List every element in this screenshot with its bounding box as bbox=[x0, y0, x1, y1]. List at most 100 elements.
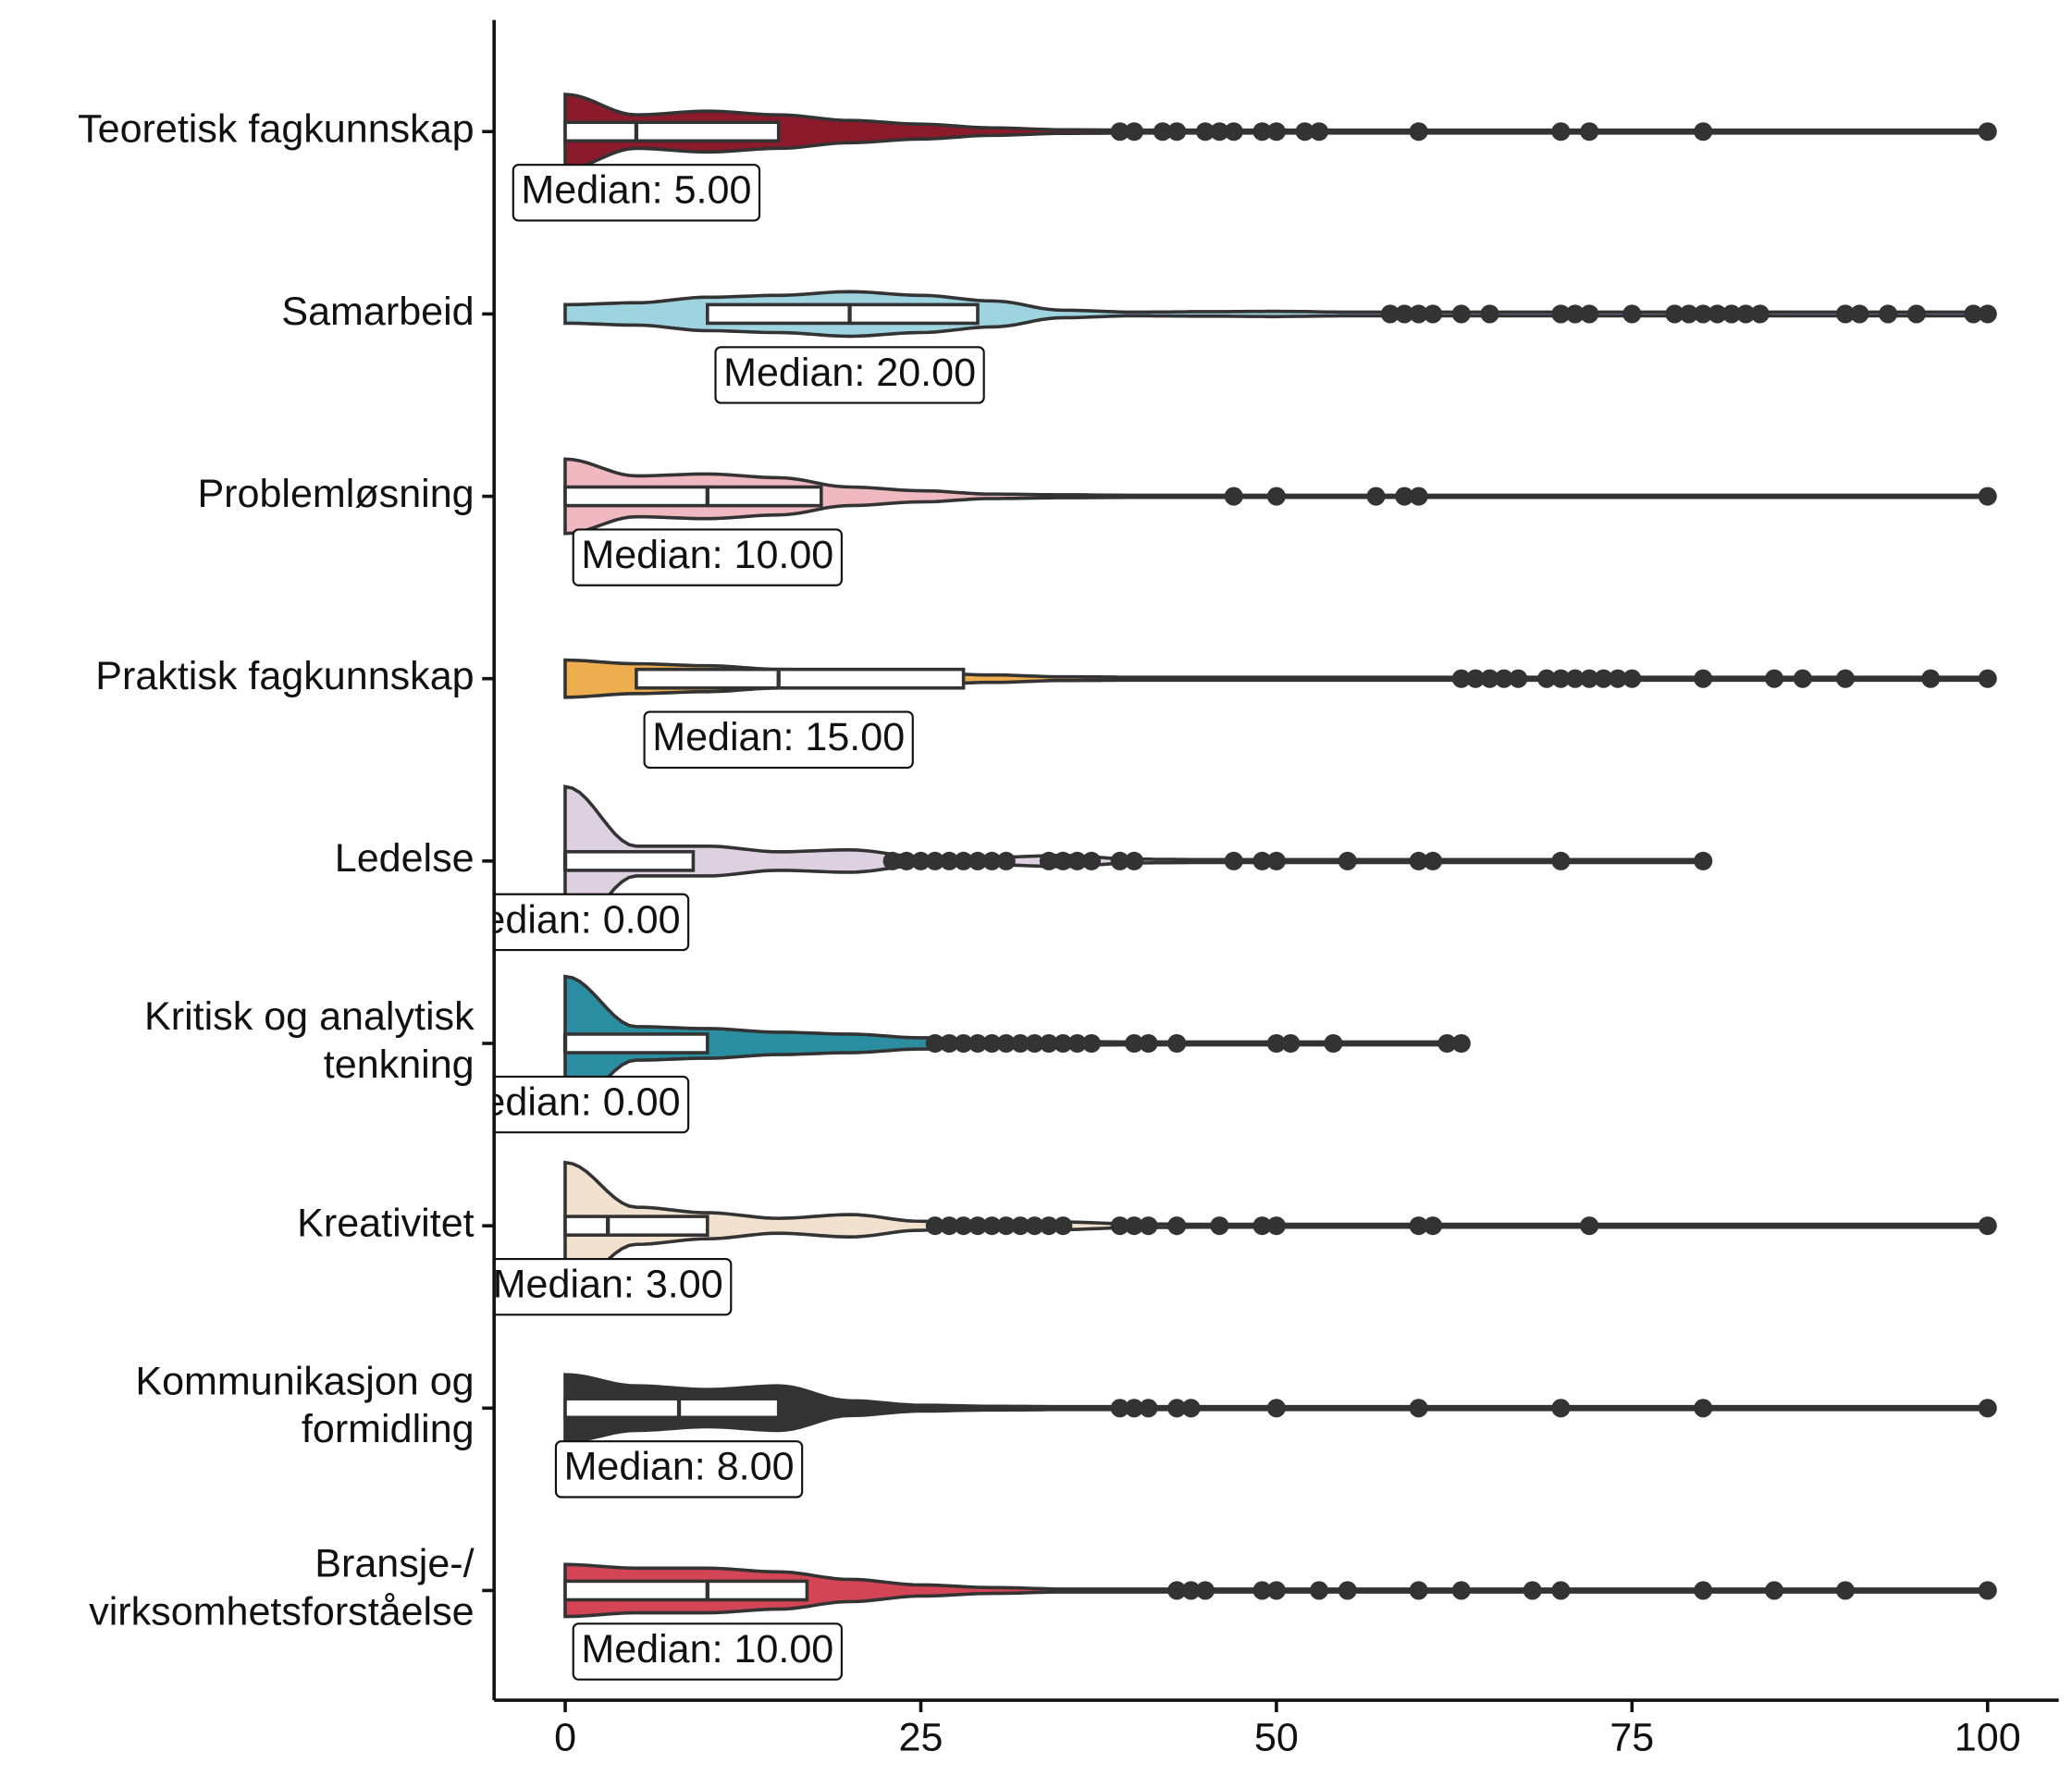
outlier-point bbox=[1039, 851, 1058, 870]
outlier-point bbox=[1266, 1033, 1286, 1054]
outlier-point bbox=[1281, 1033, 1301, 1054]
outlier-point bbox=[1835, 304, 1856, 324]
outlier-point bbox=[1110, 1399, 1129, 1418]
outlier-point bbox=[1423, 304, 1443, 324]
box bbox=[563, 1397, 781, 1420]
median-label: Median: 8.00 bbox=[554, 1440, 804, 1498]
outlier-point bbox=[1494, 669, 1513, 688]
x-tick-label: 50 bbox=[1254, 1716, 1299, 1760]
outlier-point bbox=[1721, 304, 1742, 324]
outlier-point bbox=[1366, 487, 1386, 506]
outlier-point bbox=[897, 851, 917, 870]
outlier-point bbox=[1921, 669, 1941, 688]
box bbox=[563, 1032, 709, 1054]
median-label-box bbox=[512, 164, 761, 222]
median-label-box bbox=[494, 1075, 690, 1134]
outlier-point bbox=[1537, 669, 1557, 688]
median-label-text: Median: 0.00 bbox=[450, 1079, 681, 1124]
outlier-point bbox=[1793, 669, 1812, 688]
outlier-point bbox=[1451, 669, 1471, 688]
outlier-point bbox=[1395, 487, 1414, 506]
outlier-point bbox=[1167, 122, 1187, 142]
median-label-box bbox=[714, 346, 985, 404]
median-label: Median: 15.00 bbox=[643, 710, 914, 769]
outlier-point bbox=[1125, 1216, 1144, 1236]
outlier-point bbox=[1423, 851, 1443, 870]
outlier-point bbox=[1409, 304, 1428, 324]
outlier-point bbox=[1167, 1399, 1187, 1418]
outlier-point bbox=[1054, 1033, 1073, 1054]
outlier-point bbox=[968, 851, 988, 870]
box bbox=[563, 120, 781, 143]
box bbox=[563, 1215, 709, 1237]
outlier-point bbox=[940, 1033, 959, 1054]
outlier-point bbox=[1694, 1581, 1713, 1600]
outlier-point bbox=[925, 851, 944, 870]
outlier-point bbox=[954, 1033, 973, 1054]
outlier-point bbox=[1523, 1581, 1542, 1600]
outlier-point bbox=[1580, 304, 1599, 324]
plot-area: Median: 5.00 Median: 20.00 Median: 10.00 Me… bbox=[450, 92, 1997, 1681]
outlier-point bbox=[1309, 1581, 1329, 1600]
median-label-text: Median: 20.00 bbox=[723, 351, 976, 395]
outlier-point bbox=[954, 851, 973, 870]
median-label-box bbox=[494, 1257, 733, 1316]
outlier-point bbox=[1466, 669, 1486, 688]
outlier-point bbox=[1978, 1399, 1997, 1418]
median-label-text: Median: 0.00 bbox=[450, 897, 681, 942]
outlier-point bbox=[1409, 122, 1428, 142]
outlier-point bbox=[1765, 1581, 1784, 1600]
outlier-point bbox=[1252, 122, 1272, 142]
outlier-point bbox=[1622, 669, 1642, 688]
outlier-point bbox=[1906, 304, 1926, 324]
median-label-text: Median: 15.00 bbox=[652, 715, 905, 759]
outlier-point bbox=[1879, 304, 1898, 324]
outlier-point bbox=[1580, 1216, 1599, 1236]
median-label-text: Median: 10.00 bbox=[581, 533, 833, 577]
outlier-point bbox=[1551, 1399, 1571, 1418]
outlier-point bbox=[1409, 1581, 1428, 1600]
outlier-point bbox=[1665, 304, 1684, 324]
outlier-point bbox=[1139, 1399, 1158, 1418]
outlier-point bbox=[925, 1033, 944, 1054]
y-tick-label: Samarbeid bbox=[281, 290, 474, 334]
outlier-point bbox=[1266, 1216, 1286, 1236]
outlier-point bbox=[1167, 1216, 1187, 1236]
outlier-point bbox=[1054, 851, 1073, 870]
outlier-point bbox=[1054, 1216, 1073, 1236]
outlier-point bbox=[1181, 1581, 1201, 1600]
y-tick-label: Teoretisk fagkunnskap bbox=[78, 107, 474, 152]
outlier-point bbox=[1153, 122, 1172, 142]
median-label: Median: 20.00 bbox=[714, 346, 985, 404]
outlier-point bbox=[1736, 304, 1756, 324]
median-label: Median: 0.00 bbox=[450, 893, 690, 952]
outlier-point bbox=[982, 1216, 1002, 1236]
outlier-point bbox=[1125, 1033, 1144, 1054]
y-tick-label: Kommunikasjon og formidling bbox=[135, 1360, 474, 1452]
outlier-point bbox=[1181, 1399, 1201, 1418]
median-label-text: Median: 5.00 bbox=[521, 168, 751, 213]
outlier-point bbox=[1011, 1033, 1030, 1054]
outlier-point bbox=[1835, 669, 1856, 688]
outlier-point bbox=[1125, 122, 1144, 142]
outlier-point bbox=[1338, 1581, 1357, 1600]
median-label: Median: 10.00 bbox=[572, 528, 843, 586]
outlier-point bbox=[1409, 1399, 1428, 1418]
outlier-point bbox=[1039, 1216, 1058, 1236]
median-label-box bbox=[494, 893, 690, 952]
median-label-text: Median: 8.00 bbox=[564, 1445, 795, 1489]
median-label-box bbox=[554, 1440, 804, 1498]
outlier-point bbox=[1195, 122, 1215, 142]
outlier-point bbox=[1480, 669, 1499, 688]
outlier-point bbox=[1167, 1033, 1187, 1054]
outlier-point bbox=[1708, 304, 1727, 324]
median-label: Median: 5.00 bbox=[512, 164, 761, 222]
outlier-point bbox=[1125, 851, 1144, 870]
outlier-point bbox=[1480, 304, 1499, 324]
outlier-point bbox=[1509, 669, 1528, 688]
outlier-point bbox=[1210, 1216, 1229, 1236]
x-tick-label: 0 bbox=[554, 1716, 576, 1760]
outlier-point bbox=[1765, 669, 1784, 688]
median-label-text: Median: 10.00 bbox=[581, 1627, 833, 1671]
